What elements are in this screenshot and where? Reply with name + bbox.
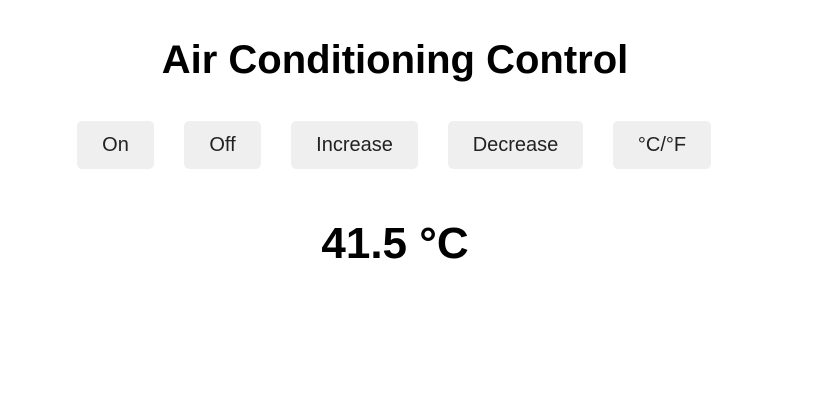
increase-button[interactable]: Increase (291, 121, 418, 169)
unit-toggle-button[interactable]: °C/°F (613, 121, 711, 169)
off-button[interactable]: Off (184, 121, 261, 169)
temperature-display: 41.5 °C (321, 219, 469, 268)
control-buttons: On Off Increase Decrease °C/°F (77, 121, 711, 169)
page-title: Air Conditioning Control (161, 38, 629, 82)
on-button[interactable]: On (77, 121, 154, 169)
decrease-button[interactable]: Decrease (448, 121, 583, 169)
ac-control-app: Air Conditioning Control On Off Increase… (77, 38, 711, 268)
